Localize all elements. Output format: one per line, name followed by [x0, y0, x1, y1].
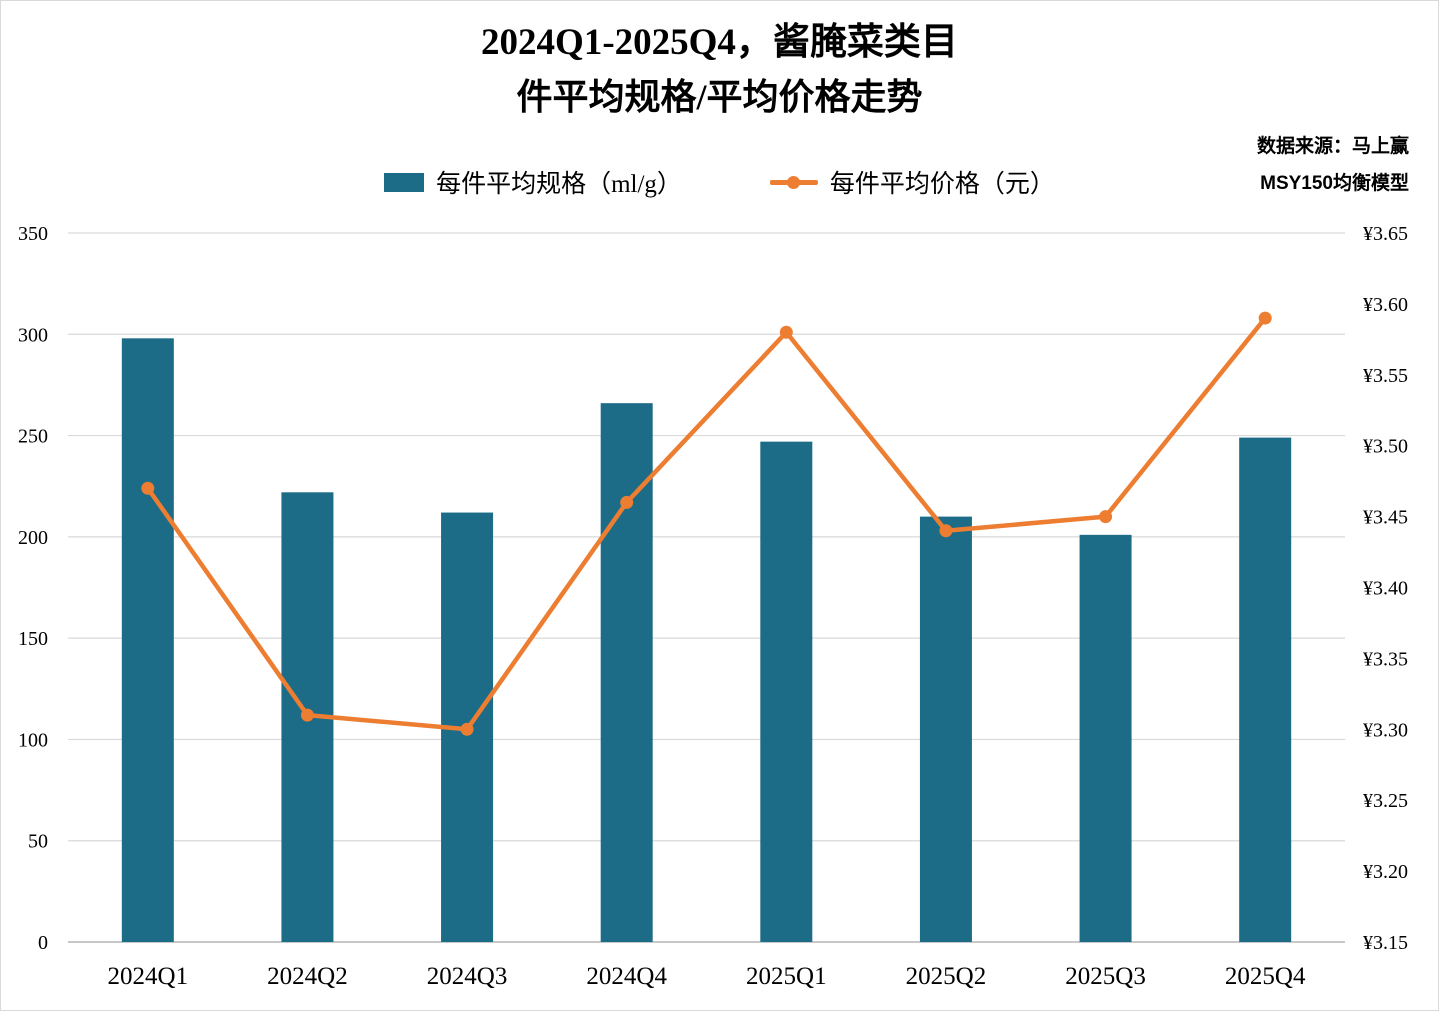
right-axis-tick: ¥3.45 [1363, 507, 1408, 529]
bar-2025Q1 [760, 441, 813, 942]
legend-item-spec: 每件平均规格（ml/g） [384, 164, 682, 200]
right-axis-tick: ¥3.40 [1363, 578, 1408, 600]
x-axis-label: 2025Q3 [1065, 963, 1146, 990]
data-source-line2: MSY150均衡模型 [1260, 173, 1409, 194]
price-point-2025Q4 [1258, 311, 1272, 325]
right-axis-tick: ¥3.15 [1363, 932, 1408, 954]
left-axis-tick: 250 [18, 426, 48, 448]
left-axis-tick: 350 [18, 223, 48, 245]
data-source-note: 数据来源：马上赢 MSY150均衡模型 [1257, 128, 1409, 202]
data-source-line1: 数据来源：马上赢 [1256, 136, 1409, 157]
price-point-2024Q4 [620, 495, 634, 509]
right-axis-tick: ¥3.65 [1363, 223, 1408, 245]
price-point-2024Q1 [141, 481, 155, 495]
x-axis-label: 2025Q4 [1225, 963, 1306, 990]
legend-label-spec: 每件平均规格（ml/g） [436, 171, 682, 198]
left-axis-tick: 0 [38, 932, 48, 954]
right-axis-tick: ¥3.60 [1363, 294, 1408, 316]
left-axis-tick: 300 [18, 324, 48, 346]
price-point-2025Q2 [939, 524, 953, 538]
price-point-2025Q1 [779, 325, 793, 339]
chart-title-line2: 件平均规格/平均价格走势 [516, 77, 923, 117]
x-axis-label: 2024Q4 [586, 963, 667, 990]
x-axis-label: 2024Q1 [108, 963, 189, 990]
left-axis-tick: 200 [18, 527, 48, 549]
bar-series-swatch-icon [384, 172, 425, 192]
x-axis-label: 2025Q1 [746, 963, 827, 990]
right-axis-tick: ¥3.25 [1363, 790, 1408, 812]
right-axis-tick: ¥3.30 [1363, 719, 1408, 741]
price-line [145, 315, 1268, 732]
price-point-2024Q2 [300, 708, 314, 722]
chart-legend: 每件平均规格（ml/g） 每件平均价格（元） [0, 164, 1439, 200]
left-axis-tick: 100 [18, 729, 48, 751]
bar-2024Q4 [600, 403, 653, 942]
right-axis-tick: ¥3.35 [1363, 648, 1408, 670]
chart-title-line1: 2024Q1-2025Q4，酱腌菜类目 [481, 22, 958, 63]
bar-2025Q4 [1239, 437, 1292, 942]
x-axis-label: 2024Q3 [427, 963, 508, 990]
x-axis-label: 2024Q2 [267, 963, 348, 990]
price-point-2024Q3 [460, 722, 474, 736]
right-axis-tick: ¥3.50 [1363, 436, 1408, 458]
legend-item-price: 每件平均价格（元） [769, 164, 1055, 200]
bar-2025Q3 [1079, 534, 1132, 942]
combo-chart: 0 50 100 150 200 250 300 350 ¥3.15 ¥3.20 ¥3.25 ¥3.3… [18, 223, 1408, 990]
legend-label-price: 每件平均价格（元） [829, 171, 1055, 198]
bar-2025Q2 [919, 516, 972, 942]
left-axis-tick: 50 [28, 831, 48, 853]
bar-2024Q1 [121, 338, 174, 942]
left-axis-tick: 150 [18, 628, 48, 650]
chart-title: 2024Q1-2025Q4，酱腌菜类目 件平均规格/平均价格走势 [0, 24, 1439, 115]
right-axis-tick: ¥3.20 [1363, 861, 1408, 883]
right-axis-tick: ¥3.55 [1363, 365, 1408, 387]
line-series-swatch-icon [769, 175, 818, 189]
price-point-2025Q3 [1099, 510, 1113, 524]
x-axis-label: 2025Q2 [906, 963, 987, 990]
line-marker-dot-icon [787, 175, 801, 189]
